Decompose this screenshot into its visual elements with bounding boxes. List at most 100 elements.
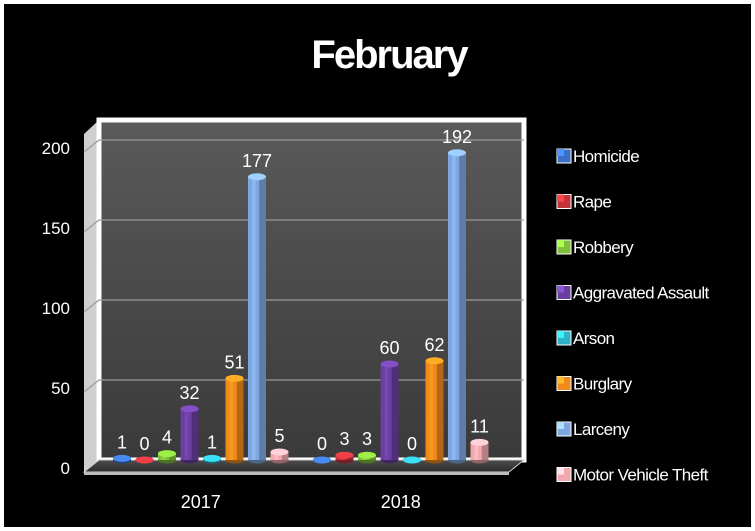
x-axis-base [84, 472, 509, 475]
data-label: 3 [362, 429, 372, 449]
data-label: 1 [207, 432, 217, 452]
legend-swatch-highlight [557, 467, 564, 475]
data-label: 60 [379, 338, 399, 358]
y-tick-label: 0 [61, 459, 70, 478]
bar-motor-vehicle-theft-2017 [270, 448, 289, 464]
bar-top [225, 374, 244, 382]
legend-item: Robbery [556, 238, 635, 257]
bar-top [358, 451, 376, 459]
legend-swatch-highlight [557, 285, 564, 293]
bar-top [335, 451, 354, 459]
y-tick-label: 100 [42, 299, 70, 318]
bar-shade [236, 378, 244, 460]
legend-swatch-highlight [557, 376, 564, 384]
bar-homicide-2017 [113, 454, 131, 464]
bar-homicide-2018 [313, 456, 331, 464]
bar-highlight [474, 442, 479, 460]
bar-shade [259, 176, 266, 461]
legend-item: Burglary [556, 375, 633, 394]
data-label: 192 [442, 127, 472, 147]
bar-shade [436, 360, 444, 460]
data-label: 4 [162, 428, 172, 448]
bar-highlight [252, 176, 256, 461]
bars [113, 149, 489, 464]
data-label: 32 [179, 383, 199, 403]
bar-top [158, 450, 176, 458]
legend-swatch-highlight [557, 331, 564, 338]
y-axis-ticks: 0 50 100 150 200 [42, 139, 70, 478]
bar-larceny-2018 [448, 149, 466, 464]
x-category-label: 2017 [181, 492, 221, 512]
bar-top [270, 448, 289, 456]
bar-shade [169, 453, 176, 460]
plot-side-wall [84, 120, 99, 472]
legend-item: Homicide [556, 147, 640, 166]
bar-shade [391, 364, 399, 460]
data-label: 0 [407, 434, 417, 454]
data-label: 51 [224, 352, 244, 372]
legend-swatch-highlight [557, 240, 564, 247]
x-axis-categories: 2017 2018 [181, 492, 421, 512]
bar-top [425, 357, 444, 365]
bar-burglary-2018 [425, 357, 444, 464]
legend-label: Motor Vehicle Theft [573, 466, 709, 485]
y-tick-label: 150 [42, 219, 70, 238]
bar-highlight [384, 364, 389, 460]
bar-top [380, 360, 399, 368]
bar-arson-2017 [203, 454, 221, 464]
legend-label: Rape [573, 193, 611, 212]
bar-top [403, 456, 421, 464]
data-label: 1 [117, 432, 127, 452]
bar-highlight [184, 408, 189, 460]
bar-burglary-2017 [225, 374, 244, 464]
data-label: 0 [317, 434, 327, 454]
chart-title: February [311, 33, 469, 77]
bar-top [313, 456, 331, 464]
bar-arson-2018 [403, 456, 421, 464]
legend-item: Larceny [556, 420, 631, 439]
legend-label: Robbery [573, 238, 634, 257]
gridline-side [83, 299, 100, 313]
bar-top [135, 456, 154, 464]
bar-shade [191, 408, 199, 460]
legend-item: Rape [556, 193, 612, 212]
bar-rape-2017 [135, 456, 154, 464]
bar-highlight [229, 378, 234, 460]
bar-shade [481, 442, 489, 460]
gridline-side [83, 219, 100, 233]
bar-robbery-2017 [158, 450, 176, 464]
bar-aggravated-assault-2017 [180, 405, 199, 464]
legend-swatch-highlight [557, 422, 564, 429]
legend-label: Larceny [573, 420, 630, 439]
bar-top [113, 454, 131, 462]
legend: Homicide Rape Robbery Aggravated Assault Ars… [556, 147, 710, 485]
bar-larceny-2017 [248, 173, 266, 464]
data-label: 11 [470, 416, 489, 436]
y-tick-label: 200 [42, 139, 70, 158]
bar-top [248, 173, 266, 181]
bar-motor-vehicle-theft-2018 [470, 438, 489, 464]
bar-top [203, 454, 221, 462]
legend-item: Aggravated Assault [556, 284, 710, 303]
bar-shade [459, 152, 466, 461]
bar-highlight [452, 152, 456, 461]
legend-label: Burglary [573, 375, 633, 394]
legend-label: Arson [573, 329, 615, 348]
legend-swatch-highlight [557, 194, 564, 202]
bar-robbery-2018 [358, 451, 376, 464]
legend-label: Homicide [573, 147, 639, 166]
bar-highlight [429, 360, 434, 460]
bar-body [270, 452, 289, 460]
bar-shade [281, 452, 289, 460]
bar-aggravated-assault-2018 [380, 360, 399, 464]
data-label: 3 [339, 429, 349, 449]
x-category-label: 2018 [381, 492, 421, 512]
bar-top [448, 149, 466, 157]
chart: February 0 50 100 150 200 1 0 4 32 1 51 177 5 0 3 3 60 0… [4, 4, 751, 527]
legend-label: Aggravated Assault [573, 284, 710, 303]
data-label: 177 [242, 151, 272, 171]
bar-top [470, 438, 489, 446]
